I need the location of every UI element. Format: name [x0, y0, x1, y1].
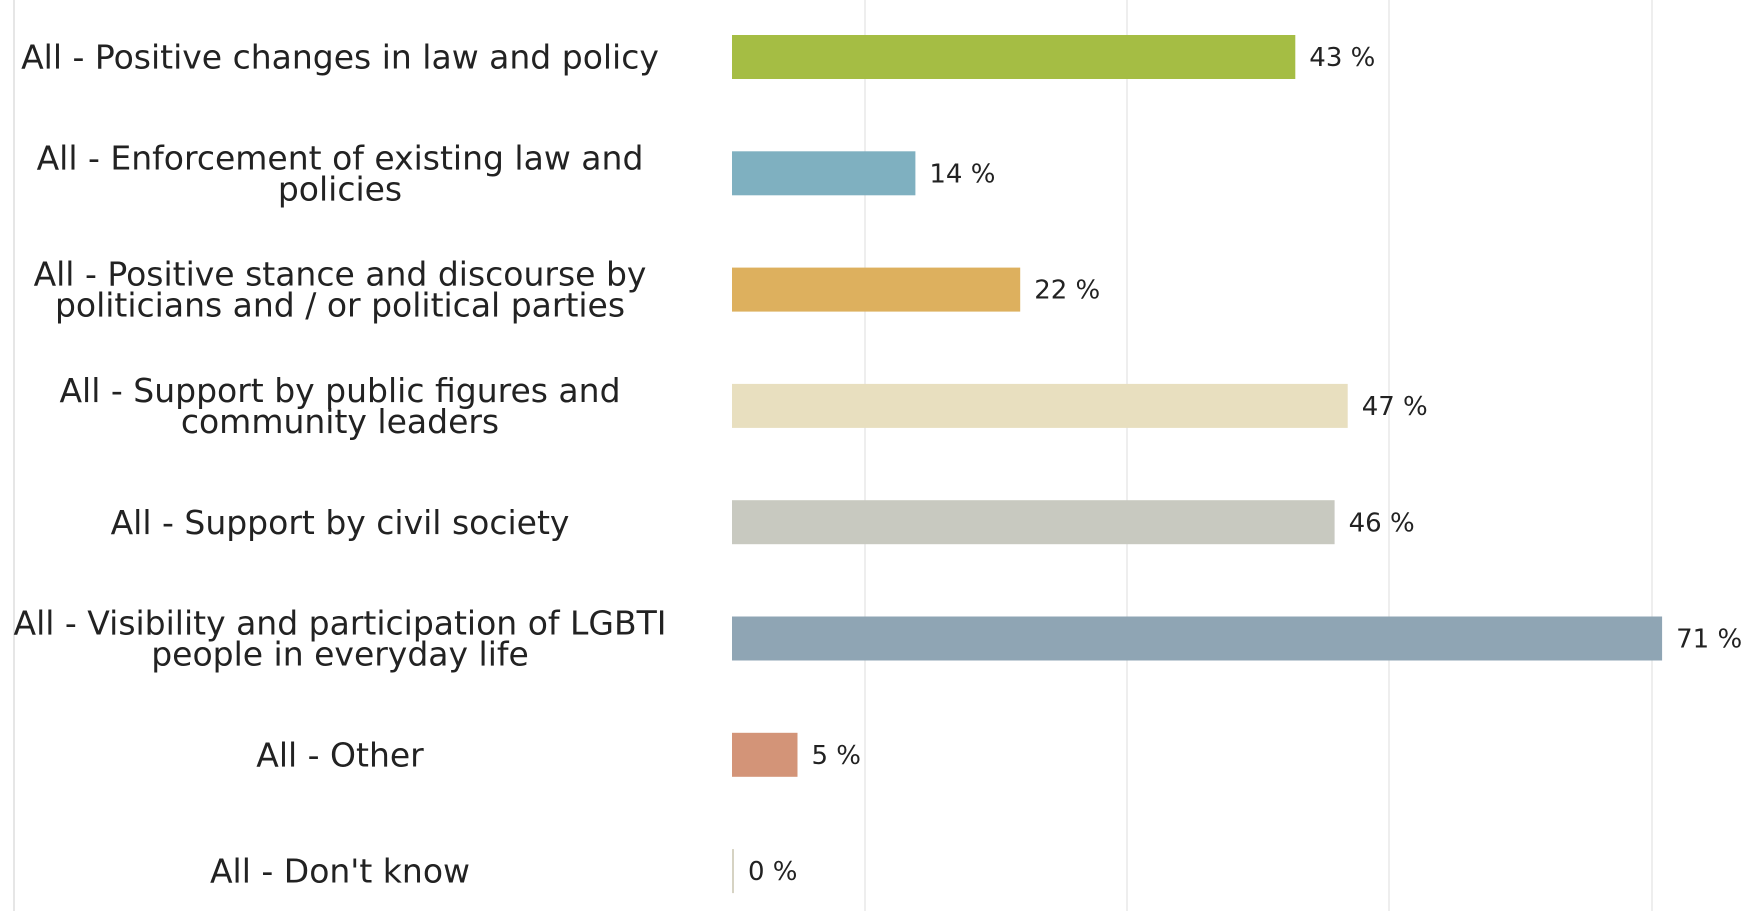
- value-label-6: 71 %: [1676, 625, 1742, 655]
- value-label-8: 0 %: [748, 857, 798, 887]
- bar-6: [732, 616, 1663, 661]
- bar-8: [732, 849, 734, 894]
- bars: [732, 35, 1663, 894]
- value-label-5: 46 %: [1349, 508, 1415, 538]
- category-label-1: All - Positive changes in law and policy: [21, 38, 659, 77]
- category-label-6: All - Visibility and participation of LG…: [14, 604, 667, 674]
- value-label-1: 43 %: [1309, 43, 1375, 73]
- category-label-8: All - Don't know: [210, 852, 470, 891]
- value-label-3: 22 %: [1034, 276, 1100, 306]
- category-label-2: All - Enforcement of existing law and pol…: [37, 138, 644, 208]
- category-label-3: All - Positive stance and discourse by po…: [34, 255, 647, 325]
- bar-7: [732, 732, 798, 777]
- value-labels: 43 % 14 % 22 % 47 % 46 % 71 % 5 % 0 %: [748, 43, 1742, 887]
- bar-5: [732, 500, 1335, 545]
- bar-2: [732, 151, 916, 196]
- value-label-7: 5 %: [812, 741, 862, 771]
- category-labels: All - Positive changes in law and policy…: [14, 38, 667, 891]
- value-label-2: 14 %: [929, 159, 995, 189]
- bar-3: [732, 267, 1021, 312]
- category-label-7: All - Other: [256, 735, 424, 774]
- category-label-4: All - Support by public figures and commu…: [59, 371, 620, 441]
- value-label-4: 47 %: [1362, 392, 1428, 422]
- bar-4: [732, 383, 1348, 428]
- bar-1: [732, 35, 1296, 79]
- category-label-5: All - Support by civil society: [111, 503, 570, 542]
